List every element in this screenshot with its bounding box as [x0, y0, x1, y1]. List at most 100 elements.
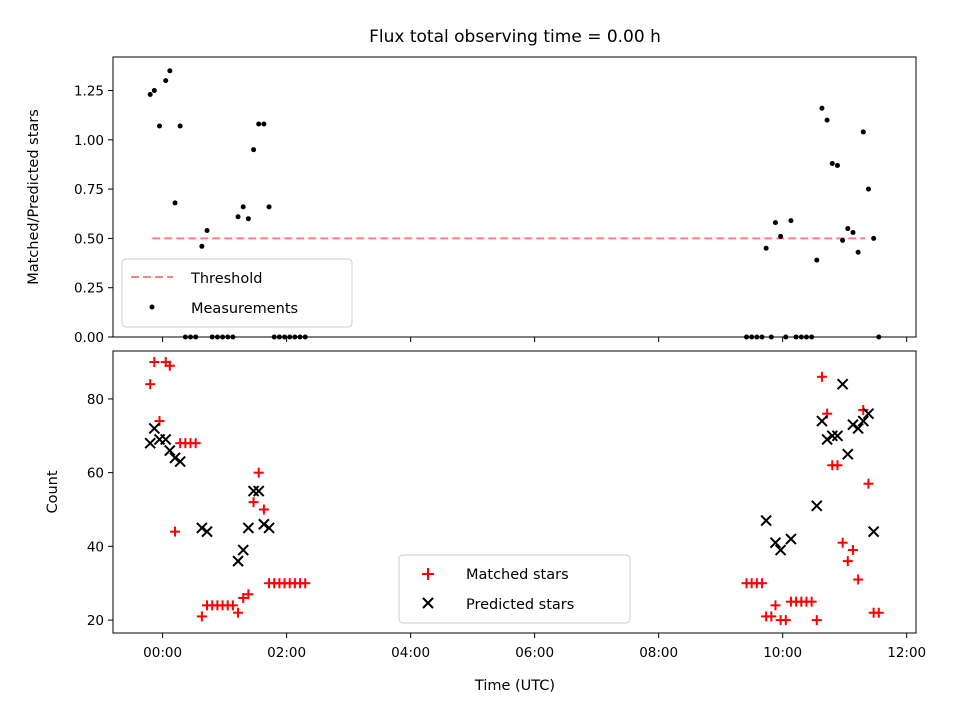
- count-panel: 00:00 02:00 04:00 06:00 08:00 10:00 12:00 20 40 6…: [45, 350, 926, 661]
- top-legend: Threshold Measurements: [121, 258, 353, 328]
- measurements-point: [199, 243, 205, 249]
- measurements-point: [865, 186, 871, 192]
- predicted-stars-point: [174, 455, 186, 468]
- legend-measurements-swatch: [149, 304, 155, 310]
- predicted-stars-point: [816, 415, 828, 427]
- predicted-stars-point: [852, 422, 864, 435]
- chart-title: Flux total observing time = 0.00 h: [369, 27, 661, 47]
- matched-stars-point: [806, 596, 817, 607]
- predicted-stars-point: [247, 485, 260, 497]
- matched-stars-point: [770, 600, 781, 611]
- matched-stars-point: [832, 460, 843, 471]
- measurements-point: [256, 121, 262, 127]
- bottom-legend-box: [398, 554, 631, 624]
- bottom-ticks: 00:00 02:00 04:00 06:00 08:00 10:00 12:00 20 40 6…: [87, 392, 926, 661]
- predicted-stars-point: [242, 522, 255, 534]
- predicted-stars-point: [159, 433, 172, 446]
- x-tick-label: 08:00: [639, 645, 678, 661]
- predicted-stars-point: [857, 415, 870, 427]
- top-y-tick-label: 1.25: [74, 84, 104, 100]
- predicted-stars-point: [774, 544, 787, 556]
- x-tick-label: 02:00: [267, 645, 306, 661]
- measurements-point: [266, 204, 272, 210]
- predicted-stars-point: [831, 430, 844, 442]
- predicted-stars-point: [842, 448, 854, 460]
- matched-stars-point: [170, 526, 181, 537]
- matched-stars-point: [149, 357, 160, 368]
- measurements-point: [151, 88, 157, 94]
- matched-stars-point: [227, 600, 238, 611]
- matched-stars-point: [196, 611, 207, 622]
- measurements-point: [778, 233, 784, 239]
- predicted-stars-point: [196, 522, 208, 534]
- top-y-tick-label: 1.00: [74, 133, 104, 149]
- measurements-point: [845, 226, 851, 232]
- measurements-point: [147, 91, 153, 97]
- measurements-point: [251, 147, 257, 153]
- measurements-point: [177, 123, 183, 129]
- predicted-stars-point: [867, 525, 880, 538]
- predicted-stars-point: [811, 500, 823, 512]
- matched-stars-point: [842, 556, 853, 567]
- matched-stars-point: [853, 574, 864, 585]
- measurements-point: [860, 129, 866, 135]
- matched-stars-point: [847, 545, 858, 556]
- matched-stars-point: [248, 497, 259, 508]
- x-tick-label: 12:00: [887, 645, 926, 661]
- measurements-point: [157, 123, 163, 129]
- predicted-stars-point: [826, 430, 838, 442]
- ratio-panel: 0.00 0.25 0.50 0.75 1.00 1.25 Matched/Predict…: [26, 56, 917, 346]
- measurements-point: [824, 117, 830, 123]
- measurements-point: [172, 200, 178, 206]
- predicted-stars-point: [847, 419, 859, 431]
- predicted-stars-point: [148, 422, 161, 435]
- matched-stars-point: [780, 615, 791, 626]
- legend-threshold-label: Threshold: [190, 271, 262, 287]
- x-axis-label: Time (UTC): [474, 678, 555, 694]
- predicted-stars-point: [164, 444, 176, 457]
- legend-measurements-label: Measurements: [191, 301, 298, 317]
- measurements-point: [163, 78, 169, 84]
- predicted-stars-point: [760, 514, 772, 527]
- measurements-point: [819, 105, 825, 111]
- matched-stars-point: [757, 578, 768, 589]
- bottom-y-tick-label: 40: [87, 539, 104, 555]
- measurements-point: [240, 204, 246, 210]
- x-tick-label: 10:00: [763, 645, 802, 661]
- measurements-point: [245, 216, 251, 222]
- matched-stars-point: [837, 537, 848, 548]
- legend-predicted-swatch: [422, 597, 434, 609]
- top-y-axis-label: Matched/Predicted stars: [26, 109, 42, 285]
- measurements-point: [871, 235, 877, 241]
- matched-stars-point: [863, 478, 874, 489]
- bottom-y-tick-label: 20: [87, 613, 104, 629]
- top-legend-box: [121, 258, 353, 328]
- predicted-stars-point: [169, 452, 181, 464]
- bottom-plot-area: [144, 357, 884, 626]
- top-axes-frame: [112, 56, 917, 338]
- legend-predicted-label: Predicted stars: [466, 597, 574, 613]
- matched-stars-point: [243, 589, 254, 600]
- predicted-stars-point: [769, 536, 782, 549]
- predicted-stars-point: [258, 518, 270, 530]
- legend-matched-label: Matched stars: [466, 567, 569, 583]
- matched-stars-point: [238, 592, 249, 603]
- measurements-point: [840, 237, 846, 243]
- measurements-point: [855, 249, 861, 255]
- measurements-point: [829, 160, 835, 166]
- bottom-y-tick-label: 60: [87, 466, 104, 482]
- x-tick-label: 00:00: [143, 645, 182, 661]
- matched-stars-point: [873, 607, 884, 618]
- top-y-tick-label: 0.25: [74, 281, 104, 297]
- predicted-stars-point: [201, 525, 213, 538]
- matched-stars-point: [253, 467, 264, 478]
- top-ticks: 0.00 0.25 0.50 0.75 1.00 1.25: [74, 84, 908, 346]
- measurements-point: [850, 229, 856, 235]
- legend-matched-swatch: [422, 568, 434, 580]
- measurements-point: [763, 245, 769, 251]
- matched-stars-point: [858, 404, 869, 415]
- bottom-legend: Matched stars Predicted stars: [398, 554, 631, 624]
- measurements-point: [235, 214, 241, 220]
- predicted-stars-point: [253, 485, 265, 497]
